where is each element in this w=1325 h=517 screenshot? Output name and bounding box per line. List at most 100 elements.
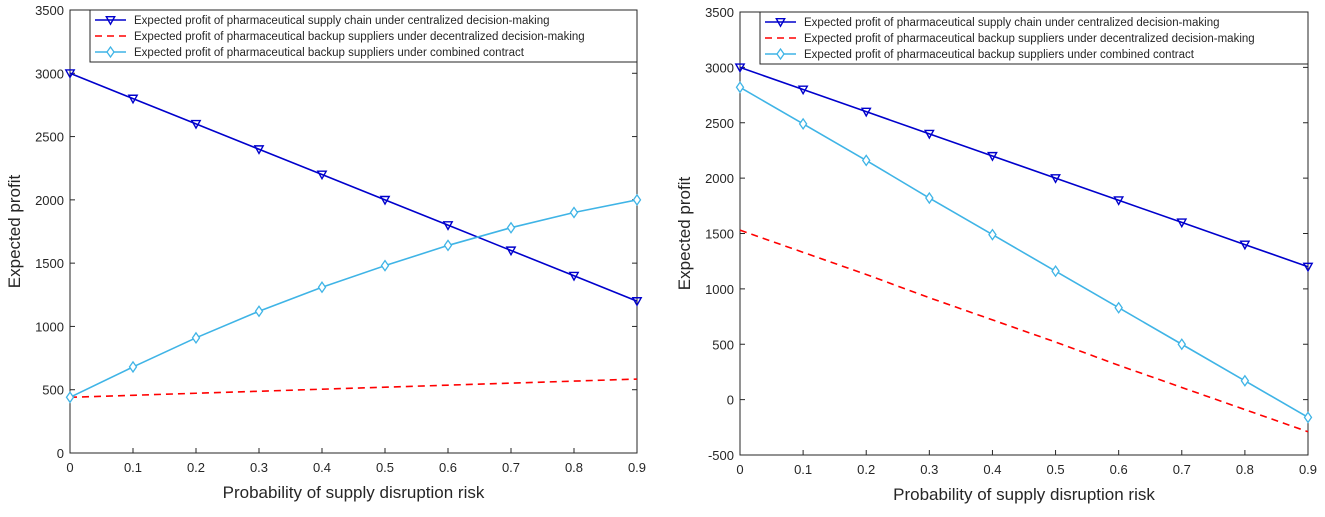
data-point — [1114, 301, 1123, 314]
x-tick-label: 0.3 — [250, 460, 268, 475]
y-tick-label: 2500 — [35, 130, 64, 145]
y-tick-label: 3000 — [705, 60, 734, 75]
x-tick-label: 0 — [66, 460, 73, 475]
data-point — [569, 206, 579, 219]
data-point — [190, 119, 202, 130]
x-tick-label: 0.6 — [1110, 462, 1128, 477]
x-tick-label: 0.1 — [124, 460, 142, 475]
data-point — [379, 195, 391, 206]
series-line — [739, 229, 1309, 433]
legend-entry: Expected profit of pharmaceutical supply… — [134, 15, 550, 27]
data-point — [631, 297, 643, 307]
legend-entry: Expected profit of pharmaceutical backup… — [804, 49, 1195, 61]
y-tick-label: 0 — [727, 393, 734, 408]
y-tick-label: 3500 — [705, 5, 734, 20]
data-point — [925, 191, 934, 205]
y-tick-label: 500 — [42, 383, 64, 398]
x-tick-label: 0 — [736, 462, 743, 477]
chart-2: 0 0.1 0.2 0.3 0.4 0.5 0.6 0.7 0.8 0.9-50005001000… — [675, 5, 1317, 504]
y-tick-label: 3500 — [35, 3, 64, 18]
y-tick-label: 0 — [57, 446, 64, 461]
data-point — [1239, 240, 1251, 251]
x-tick-label: 0.5 — [1047, 462, 1065, 477]
x-tick-label: 0.5 — [376, 460, 394, 475]
y-tick-label: 3000 — [35, 66, 64, 81]
x-tick-label: 0.9 — [1299, 462, 1317, 477]
data-point — [632, 193, 642, 206]
y-tick-label: 500 — [712, 337, 734, 352]
series-line — [69, 72, 638, 302]
series-2 — [69, 378, 638, 399]
data-point — [987, 151, 998, 162]
data-point — [923, 129, 935, 140]
data-point — [860, 107, 872, 118]
data-point — [506, 221, 516, 234]
legend-entry: Expected profit of pharmaceutical backup… — [804, 33, 1255, 45]
chart-1: 0 0.1 0.2 0.3 0.4 0.5 0.6 0.7 0.8 0.9 0 500 1000 1500… — [5, 3, 646, 502]
x-tick-label: 0.1 — [794, 462, 812, 477]
series-1 — [64, 69, 643, 307]
x-tick-label: 0.7 — [1173, 462, 1191, 477]
data-point — [442, 221, 454, 231]
y-tick-label: 2000 — [35, 193, 64, 208]
legend: Expected profit of pharmaceutical supply… — [89, 9, 638, 63]
data-point — [65, 391, 75, 404]
x-tick-label: 0.8 — [565, 460, 583, 475]
x-tick-label: 0.7 — [502, 460, 520, 475]
legend-marker — [105, 15, 116, 26]
series-2 — [739, 229, 1309, 433]
x-tick-label: 0.4 — [313, 460, 331, 475]
legend-box — [759, 11, 1309, 65]
series-line — [739, 86, 1309, 419]
legend: Expected profit of pharmaceutical supply… — [759, 11, 1309, 65]
data-point — [734, 63, 746, 74]
data-point — [1051, 265, 1060, 278]
data-point — [191, 331, 201, 344]
data-point — [861, 154, 871, 167]
series-3 — [735, 81, 1313, 424]
data-point — [1177, 338, 1187, 351]
data-point — [1050, 174, 1061, 184]
x-tick-label: 0.9 — [628, 460, 646, 475]
data-point — [1176, 218, 1188, 229]
data-point — [1303, 411, 1313, 424]
plot-frame — [69, 9, 638, 454]
data-point — [443, 239, 453, 252]
legend-box — [89, 9, 638, 63]
data-point — [253, 145, 265, 155]
data-point — [568, 271, 580, 282]
x-tick-label: 0.3 — [920, 462, 938, 477]
series-1 — [734, 63, 1314, 273]
data-point — [1240, 374, 1250, 387]
x-tick-label: 0.4 — [983, 462, 1001, 477]
data-point — [64, 69, 76, 79]
plot-frame — [739, 11, 1309, 456]
data-point — [988, 228, 997, 241]
data-point — [380, 259, 390, 272]
y-tick-label: 1500 — [705, 227, 734, 242]
series-line — [69, 378, 638, 399]
series-line — [69, 199, 638, 399]
data-point — [316, 170, 328, 181]
y-tick-label: 1500 — [35, 256, 64, 271]
legend-marker — [775, 17, 786, 28]
y-tick-label: 2000 — [705, 171, 734, 186]
y-axis-label: Expected profit — [5, 175, 24, 289]
data-point — [254, 305, 264, 318]
legend-marker — [776, 47, 785, 61]
legend-entry: Expected profit of pharmaceutical backup… — [134, 31, 585, 43]
y-tick-label: 2500 — [705, 116, 734, 131]
x-axis-label: Probability of supply disruption risk — [893, 485, 1155, 504]
data-point — [128, 360, 138, 374]
data-point — [1113, 196, 1125, 206]
x-tick-label: 0.8 — [1236, 462, 1254, 477]
data-point — [505, 246, 517, 257]
data-point — [798, 117, 808, 130]
data-point — [127, 94, 139, 105]
data-point — [317, 281, 327, 294]
data-point — [735, 81, 745, 94]
legend-marker — [106, 45, 115, 59]
x-tick-label: 0.6 — [439, 460, 457, 475]
y-axis-label: Expected profit — [675, 177, 694, 291]
y-tick-label: -500 — [708, 448, 734, 463]
